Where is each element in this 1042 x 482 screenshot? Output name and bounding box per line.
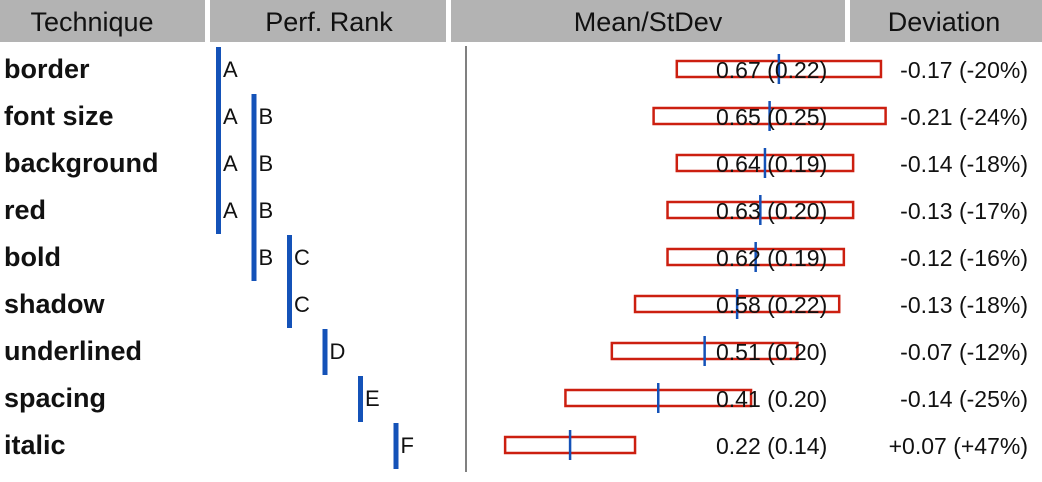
technique-label-shadow: shadow — [4, 289, 106, 319]
header-deviation-bg — [850, 0, 1042, 42]
deviation-value-italic: +0.07 (+47%) — [889, 433, 1028, 459]
rank-bar-C — [287, 235, 292, 328]
mean-sd-value-italic: 0.22 (0.14) — [716, 433, 827, 459]
mean-sd-value-spacing: 0.41 (0.20) — [716, 386, 827, 412]
rank-bar-D — [322, 329, 328, 375]
rank-letter-F-italic: F — [401, 433, 414, 458]
rank-letter-C-bold: C — [294, 245, 310, 270]
rank-letter-D-underlined: D — [330, 339, 346, 364]
mean-sd-value-underlined: 0.51 (0.20) — [716, 339, 827, 365]
header-mean: Mean/StDev — [574, 7, 723, 37]
deviation-value-underlined: -0.07 (-12%) — [900, 339, 1028, 365]
technique-label-italic: italic — [4, 430, 66, 460]
rank-letter-A-font-size: A — [223, 104, 238, 129]
rank-letter-B-background: B — [259, 151, 274, 176]
mean-sd-value-font-size: 0.65 (0.25) — [716, 104, 827, 130]
header-rank: Perf. Rank — [265, 7, 393, 37]
mean-sd-value-bold: 0.62 (0.19) — [716, 245, 827, 271]
rank-bar-F — [393, 423, 399, 469]
deviation-value-font-size: -0.21 (-24%) — [900, 104, 1028, 130]
deviation-value-spacing: -0.14 (-25%) — [900, 386, 1028, 412]
rank-bar-B — [251, 94, 257, 281]
rank-letter-B-red: B — [259, 198, 274, 223]
technique-label-spacing: spacing — [4, 383, 106, 413]
rank-letter-B-font-size: B — [259, 104, 274, 129]
header-bar: Technique Perf. Rank Mean/StDev Deviatio… — [0, 0, 1042, 42]
rank-letter-E-spacing: E — [365, 386, 380, 411]
technique-label-red: red — [4, 195, 46, 225]
rank-letter-A-background: A — [223, 151, 238, 176]
rank-bar-A — [216, 47, 221, 234]
technique-label-font-size: font size — [4, 101, 114, 131]
deviation-value-red: -0.13 (-17%) — [900, 198, 1028, 224]
rank-letter-A-red: A — [223, 198, 238, 223]
header-technique: Technique — [30, 7, 153, 37]
mean-sd-value-red: 0.63 (0.20) — [716, 198, 827, 224]
header-deviation: Deviation — [888, 7, 1001, 37]
rank-letter-A-border: A — [223, 57, 238, 82]
rank-letter-C-shadow: C — [294, 292, 310, 317]
technique-label-border: border — [4, 54, 90, 84]
header-technique-bg — [0, 0, 205, 42]
table-rows: border A 0.67 (0.22) -0.17 (-20%) font size A… — [4, 47, 1028, 469]
rank-bar-E — [358, 376, 363, 422]
technique-label-background: background — [4, 148, 159, 178]
deviation-value-background: -0.14 (-18%) — [900, 151, 1028, 177]
deviation-value-border: -0.17 (-20%) — [900, 57, 1028, 83]
header-mean-bg — [451, 0, 845, 42]
deviation-value-bold: -0.12 (-16%) — [900, 245, 1028, 271]
technique-label-underlined: underlined — [4, 336, 142, 366]
mean-sd-value-shadow: 0.58 (0.22) — [716, 292, 827, 318]
deviation-value-shadow: -0.13 (-18%) — [900, 292, 1028, 318]
header-rank-bg — [210, 0, 446, 42]
rank-letter-B-bold: B — [259, 245, 274, 270]
mean-sd-value-border: 0.67 (0.22) — [716, 57, 827, 83]
technique-label-bold: bold — [4, 242, 61, 272]
mean-sd-value-background: 0.64 (0.19) — [716, 151, 827, 177]
